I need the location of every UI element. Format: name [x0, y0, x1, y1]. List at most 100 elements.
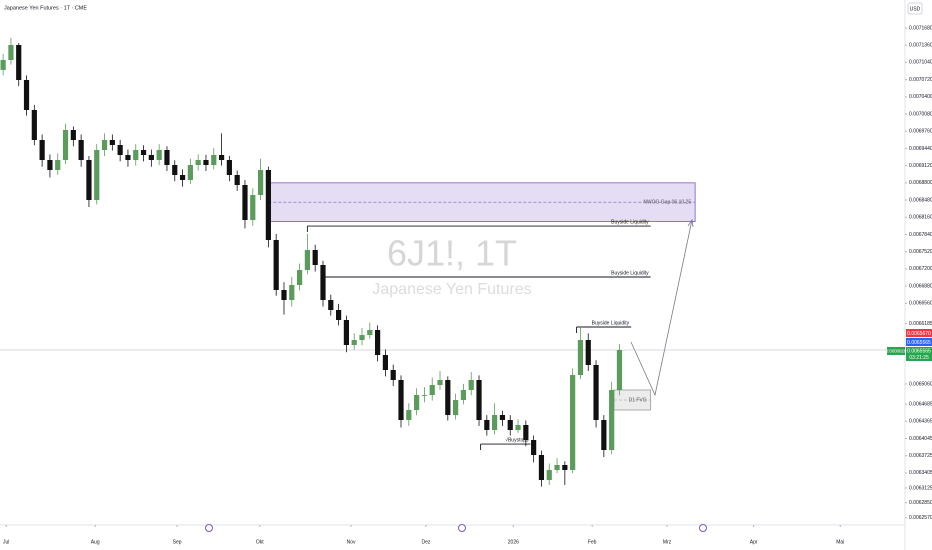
candle-body [39, 140, 45, 160]
y-tick-label: 0.0063125 [909, 485, 932, 491]
candle-body [593, 365, 599, 420]
y-tick-label: 0.0071360 [909, 43, 932, 49]
candle-body [211, 155, 217, 165]
candle-body [296, 270, 303, 285]
candle-body [289, 285, 295, 300]
currency[interactable]: USD [910, 6, 921, 12]
arrow-head [687, 218, 694, 228]
x-tick-label: Okt [256, 539, 264, 545]
candle-body [601, 420, 607, 450]
spread-label: 0.0000026 [886, 349, 907, 354]
y-tick-label: 0.0071040 [909, 60, 932, 66]
candle-body [304, 250, 310, 270]
x-tick-label: Sep [173, 539, 182, 545]
y-tick-label: 0.0066560 [909, 301, 932, 307]
candle-body [281, 290, 287, 300]
level-label: √Buystops [505, 436, 529, 443]
candle-body [117, 145, 123, 155]
x-tick-label: Apr [750, 539, 758, 545]
y-tick-label: 0.0070720 [909, 77, 932, 83]
candle-body [62, 130, 69, 160]
candle-body [468, 380, 474, 390]
zone-label: D1 FVG [629, 397, 647, 403]
candle-body [554, 465, 560, 470]
y-tick-label: 0.0068160 [909, 215, 932, 221]
candle-body [250, 195, 256, 220]
zone-label: NWOG Gap 06.10.25 [643, 200, 691, 206]
candle-body [538, 455, 545, 480]
last-label-bg [906, 347, 932, 361]
x-tick-label: Mai [836, 539, 844, 545]
candle-body [507, 420, 513, 430]
y-tick-label: 0.0063725 [909, 453, 932, 459]
candle-body [429, 385, 435, 395]
candle-body [414, 395, 420, 410]
y-tick-label: 0.0071680 [909, 25, 932, 31]
candle-body [47, 160, 53, 170]
level-label: Buyside Liquidity [592, 320, 630, 326]
event-icons [205, 524, 707, 532]
y-tick-label: 0.0062850 [909, 500, 932, 506]
y-tick-label: 0.0064045 [909, 436, 932, 442]
level-label: Buyside Liquidity [611, 219, 649, 225]
candle-body [125, 155, 131, 160]
candle-body [609, 390, 615, 450]
candle-body [476, 380, 482, 420]
event-icon[interactable] [699, 524, 707, 532]
candle-body [492, 415, 498, 430]
y-tick-label: 0.0068480 [909, 197, 932, 203]
candle-body [273, 240, 279, 290]
candle-body [242, 185, 248, 220]
candle-body [570, 375, 576, 470]
bid-label: 0.0065565 [907, 340, 931, 346]
candle-body [140, 150, 147, 155]
candle-body [499, 415, 506, 420]
candle-body [382, 355, 389, 370]
countdown: 03:21:25 [909, 355, 929, 361]
candle-body [335, 310, 342, 320]
candle-body [148, 155, 154, 160]
candle-body [203, 160, 209, 165]
candle-body [179, 175, 186, 180]
candle-body [585, 340, 591, 365]
spread-label-bg [887, 347, 905, 355]
y-tick-label: 0.0064365 [909, 419, 932, 425]
event-icon[interactable] [205, 524, 213, 532]
last-label: 0.0065565 [907, 348, 931, 354]
y-tick-label: 0.0064685 [909, 401, 932, 407]
candle-body [234, 175, 240, 185]
y-tick-label: 0.0062570 [909, 515, 932, 521]
ask-label: 0.0065670 [907, 331, 931, 337]
candle-body [226, 160, 232, 175]
x-tick-label: Jul [3, 539, 9, 545]
currency-box[interactable] [907, 2, 923, 15]
watermark-subtitle: Japanese Yen Futures [372, 281, 531, 298]
event-icon[interactable] [458, 524, 466, 532]
y-tick-label: 0.0069120 [909, 163, 932, 169]
y-tick-label: 0.0070080 [909, 111, 932, 117]
candle-body [172, 165, 178, 175]
candle-body [55, 160, 61, 170]
candle-body [133, 150, 139, 160]
candle-body [523, 425, 529, 440]
candle-body [484, 420, 490, 430]
candle-body [109, 140, 115, 145]
candle-body [445, 380, 451, 415]
candle-body [320, 265, 326, 300]
candle-body [562, 465, 568, 470]
x-tick-label: Dez [422, 539, 431, 545]
candle-body [257, 170, 264, 195]
candle-body [398, 380, 404, 420]
x-tick-label: 2026 [508, 539, 519, 545]
y-tick-label: 0.0068800 [909, 180, 932, 186]
candle-body [616, 350, 623, 390]
x-tick-label: Mrz [663, 539, 672, 545]
candle-body [31, 110, 37, 140]
candle-body [328, 300, 334, 310]
candle-body [515, 425, 521, 430]
chart-title: Japanese Yen Futures · 1T · CME [4, 5, 87, 11]
projection-arrow [630, 219, 693, 397]
candle-body [156, 150, 162, 160]
y-tick-label: 0.0069760 [909, 129, 932, 135]
